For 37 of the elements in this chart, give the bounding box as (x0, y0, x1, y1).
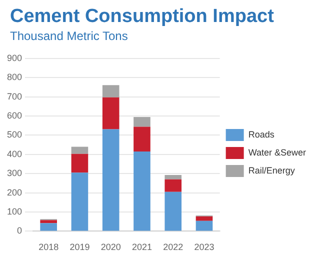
bar (134, 126, 150, 152)
bar (164, 174, 182, 180)
bar (134, 116, 150, 127)
legend-label: Rail/Energy (248, 165, 296, 176)
bar (196, 216, 213, 221)
bar (164, 192, 182, 231)
legend-label: Roads (248, 129, 275, 140)
y-tick-label: 600 (6, 110, 22, 120)
bar (134, 152, 150, 231)
x-tick-label: 2022 (163, 242, 184, 252)
x-tick-label: 2023 (194, 242, 214, 252)
y-tick-label: 300 (6, 168, 22, 178)
y-tick-label: 700 (6, 91, 22, 102)
x-tick-label: 2018 (38, 242, 59, 252)
y-tick-label: 400 (6, 148, 22, 159)
chart-subtitle: Thousand Metric Tons (10, 29, 128, 43)
bar (71, 154, 88, 173)
bar (40, 223, 57, 231)
x-tick-label: 2019 (70, 242, 90, 252)
y-tick-label: 500 (6, 130, 22, 140)
y-tick-label: 100 (6, 206, 22, 216)
chart-title: Cement Consumption Impact (10, 6, 274, 28)
bar (71, 146, 88, 154)
y-tick-label: 200 (6, 187, 22, 198)
bar (71, 172, 88, 231)
x-tick-label: 2020 (100, 242, 121, 252)
bar (102, 97, 120, 130)
y-tick-label: 900 (6, 52, 22, 63)
x-tick-label: 2021 (132, 242, 152, 252)
bar (40, 220, 57, 224)
bar (102, 129, 120, 231)
legend-label: Water &Sewer (248, 147, 306, 158)
bar (102, 85, 120, 98)
bar (196, 220, 213, 231)
y-tick-label: 800 (6, 72, 22, 82)
bar (164, 179, 182, 192)
y-tick-label: 0 (17, 226, 22, 236)
